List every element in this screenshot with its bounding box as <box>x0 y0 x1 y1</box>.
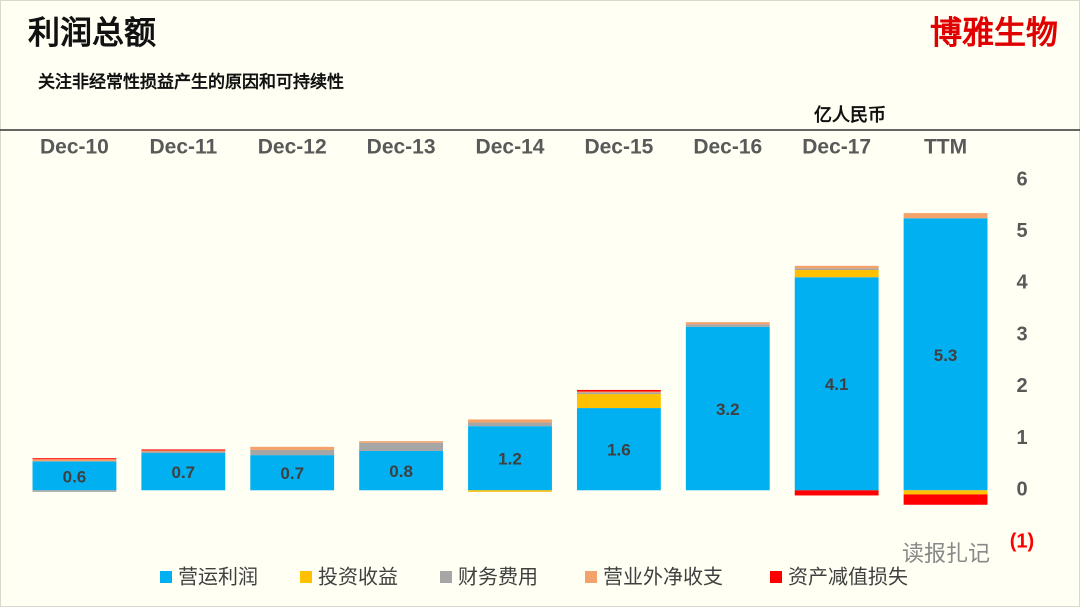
bar-segment <box>576 394 661 409</box>
bar-segment <box>359 450 444 491</box>
data-label: 0.7 <box>280 464 304 483</box>
legend-label: 营运利润 <box>178 565 258 588</box>
bar-segment <box>794 268 879 270</box>
bar-segment <box>576 389 661 392</box>
watermark: 读报扎记 <box>902 541 990 566</box>
legend-swatch <box>585 571 597 583</box>
bar-segment <box>468 419 552 423</box>
x-tick-label: Dec-10 <box>40 136 109 159</box>
bar-segment <box>32 459 117 462</box>
bar-segment <box>141 451 226 454</box>
bar-segment <box>685 324 770 327</box>
y-tick-label: 1 <box>1016 427 1027 449</box>
chart-title: 利润总额 <box>28 14 156 50</box>
legend-label: 营业外净收支 <box>603 565 723 588</box>
data-label: 1.6 <box>607 441 631 460</box>
bar-segment <box>32 490 117 492</box>
data-label: 5.3 <box>934 346 958 365</box>
bar-segment <box>576 392 661 395</box>
bar-segment <box>903 490 988 495</box>
bar-segment <box>468 490 552 492</box>
x-tick-label: Dec-11 <box>149 136 217 159</box>
y-tick-label: 0 <box>1016 479 1027 501</box>
x-tick-label: Dec-16 <box>693 136 762 159</box>
bar-segment <box>685 326 770 491</box>
bar-segment <box>468 422 552 427</box>
bar-segment <box>141 450 226 452</box>
data-label: 4.1 <box>825 375 849 394</box>
data-label: 0.8 <box>389 462 413 481</box>
y-tick-label: (1) <box>1010 530 1034 552</box>
bar-segment <box>32 461 117 491</box>
y-tick-label: 2 <box>1016 375 1027 397</box>
data-label: 0.7 <box>172 463 196 482</box>
bar-segment <box>685 322 770 325</box>
x-tick-label: Dec-15 <box>584 136 653 159</box>
bar-segment <box>141 449 226 451</box>
subtitle: 关注非经常性损益产生的原因和可持续性 <box>38 71 344 91</box>
brand: 博雅生物 <box>930 14 1058 50</box>
bar-segment <box>576 408 661 491</box>
y-tick-label: 3 <box>1016 323 1027 345</box>
bar-segment <box>903 494 988 505</box>
bar-segment <box>794 490 879 496</box>
x-tick-label: Dec-14 <box>476 136 545 159</box>
bar-segment <box>794 269 879 278</box>
x-tick-label: Dec-12 <box>258 136 327 159</box>
bar-segment <box>32 458 117 460</box>
bar-segment <box>359 442 444 451</box>
bar-segment <box>141 453 226 491</box>
bar-segment <box>903 213 988 219</box>
legend-label: 财务费用 <box>458 565 538 588</box>
legend-label: 投资收益 <box>318 565 398 588</box>
bar-segment <box>903 218 988 491</box>
bar-segment <box>250 446 335 450</box>
bar-segment <box>250 455 335 491</box>
x-tick-label: Dec-17 <box>802 136 871 159</box>
x-tick-label: Dec-13 <box>367 136 436 159</box>
bar-segment <box>468 426 552 491</box>
data-label: 0.6 <box>63 467 87 486</box>
bar-segment <box>794 265 879 269</box>
legend-swatch <box>770 571 782 583</box>
data-label: 1.2 <box>498 450 522 469</box>
y-tick-label: 6 <box>1016 168 1027 190</box>
bar-segment <box>576 391 661 393</box>
y-tick-label: 5 <box>1016 220 1027 242</box>
legend-label: 资产减值损失 <box>788 565 908 588</box>
unit-label: 亿人民币 <box>814 104 886 125</box>
bar-segment <box>250 449 335 456</box>
data-label: 3.2 <box>716 400 740 419</box>
bar-segment <box>359 441 444 443</box>
legend-swatch <box>440 571 452 583</box>
bar-segment <box>794 277 879 491</box>
legend-swatch <box>300 571 312 583</box>
legend-swatch <box>160 571 172 583</box>
x-tick-label: TTM <box>924 136 967 159</box>
y-tick-label: 4 <box>1016 272 1028 294</box>
